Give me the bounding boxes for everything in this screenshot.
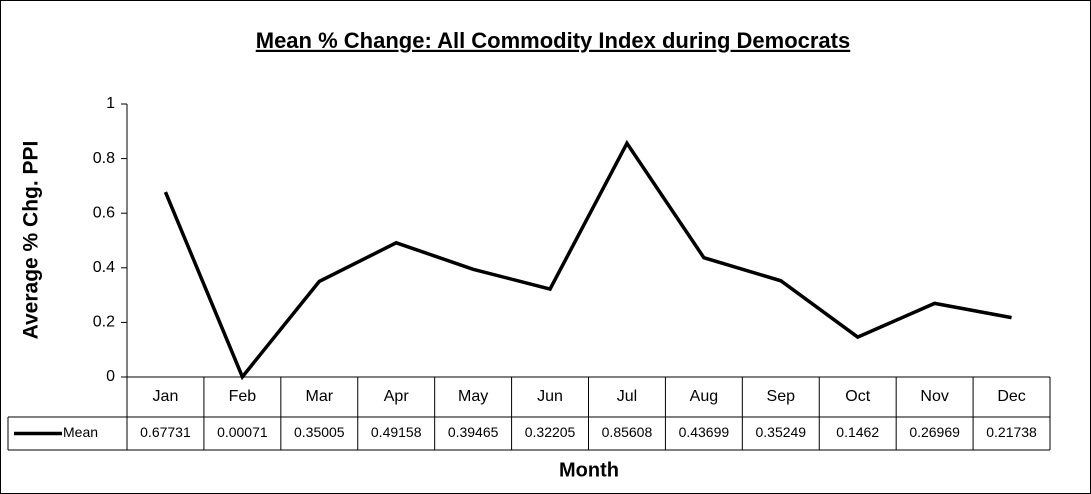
y-tick-label: 0 [106, 368, 115, 385]
table-value: 0.00071 [217, 424, 268, 440]
table-value: 0.21738 [986, 424, 1037, 440]
legend-label: Mean [63, 424, 98, 440]
table-value: 0.1462 [836, 424, 879, 440]
table-value: 0.43699 [679, 424, 730, 440]
table-value: 0.67731 [140, 424, 191, 440]
x-axis-label: Month [559, 459, 619, 481]
x-tick-label: Aug [690, 388, 718, 405]
series-line [163, 139, 1012, 381]
y-tick-label: 0.6 [93, 204, 115, 221]
table-value: 0.39465 [448, 424, 499, 440]
x-tick-label: Sep [767, 388, 796, 405]
x-tick-label: Mar [306, 388, 334, 405]
table-value: 0.49158 [371, 424, 422, 440]
y-tick-label: 0.4 [93, 259, 115, 276]
y-axis-label: Average % Chg. PPI [20, 141, 43, 340]
table-value: 0.35249 [755, 424, 806, 440]
x-tick-label: Jul [617, 388, 637, 405]
y-tick-label: 0.8 [93, 150, 115, 167]
x-tick-label: May [458, 388, 488, 405]
x-tick-label: Jan [153, 388, 179, 405]
x-tick-label: Oct [845, 388, 870, 405]
x-tick-label: Nov [920, 388, 948, 405]
x-tick-label: Dec [997, 388, 1025, 405]
table-value: 0.26969 [909, 424, 960, 440]
table-value: 0.35005 [294, 424, 345, 440]
x-tick-label: Jun [537, 388, 563, 405]
y-tick-label: 0.2 [93, 314, 115, 331]
x-tick-label: Apr [384, 388, 410, 405]
table-value: 0.32205 [525, 424, 576, 440]
chart-title: Mean % Change: All Commodity Index durin… [256, 28, 850, 53]
x-tick-label: Feb [229, 388, 257, 405]
y-tick-label: 1 [106, 95, 115, 112]
table-value: 0.85608 [602, 424, 653, 440]
